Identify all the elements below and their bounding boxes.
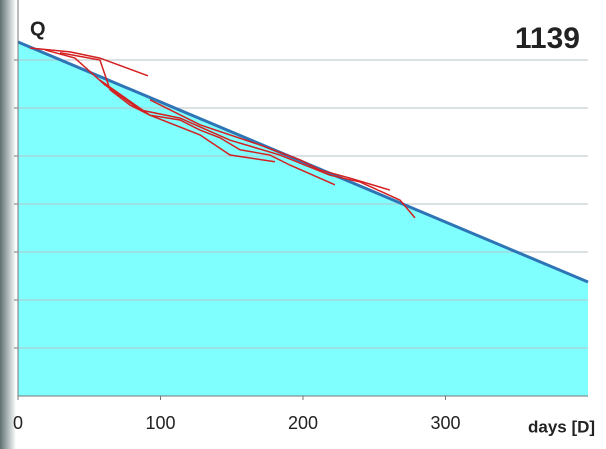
y-axis-label: Q [30,18,46,40]
x-tick-label: 300 [430,413,460,433]
line [149,99,391,191]
line [59,52,336,186]
x-tick-label: 0 [13,413,23,433]
chart-title: 1139 [515,22,580,55]
plot-area [17,40,589,396]
line [29,47,149,77]
line [44,49,416,219]
line [99,79,276,163]
background-edge [0,0,16,449]
area [18,42,588,396]
grid [18,59,588,349]
x-axis-label: days [D] [528,417,595,436]
x-tick-label: 100 [145,413,175,433]
x-tick-label: 200 [288,413,318,433]
